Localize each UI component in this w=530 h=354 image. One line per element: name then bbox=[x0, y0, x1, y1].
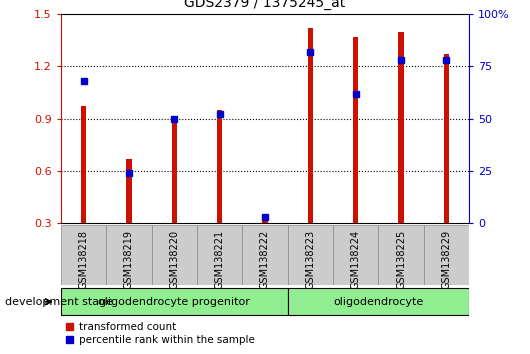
Text: GSM138225: GSM138225 bbox=[396, 230, 406, 289]
Bar bbox=[217, 110, 223, 223]
Text: GSM138219: GSM138219 bbox=[124, 230, 134, 289]
Text: development stage: development stage bbox=[5, 297, 113, 307]
Bar bbox=[444, 54, 449, 223]
Bar bbox=[307, 28, 313, 223]
Text: oligodendrocyte: oligodendrocyte bbox=[333, 297, 423, 307]
Bar bbox=[262, 217, 268, 223]
Text: GSM138222: GSM138222 bbox=[260, 230, 270, 289]
Text: GSM138224: GSM138224 bbox=[351, 230, 361, 289]
Bar bbox=[81, 107, 86, 223]
Text: GSM138220: GSM138220 bbox=[169, 230, 179, 289]
Bar bbox=[126, 159, 131, 223]
Text: GSM138223: GSM138223 bbox=[305, 230, 315, 289]
Bar bbox=[399, 32, 404, 223]
Text: GSM138218: GSM138218 bbox=[78, 230, 89, 289]
Bar bbox=[378, 225, 423, 285]
Text: GSM138229: GSM138229 bbox=[441, 230, 452, 289]
Bar bbox=[172, 119, 177, 223]
Bar bbox=[197, 225, 242, 285]
Bar bbox=[423, 225, 469, 285]
Bar bbox=[61, 288, 288, 315]
Bar bbox=[288, 225, 333, 285]
Bar bbox=[353, 37, 358, 223]
Bar bbox=[288, 288, 469, 315]
Text: GSM138221: GSM138221 bbox=[215, 230, 225, 289]
Bar bbox=[333, 225, 378, 285]
Title: GDS2379 / 1375245_at: GDS2379 / 1375245_at bbox=[184, 0, 346, 10]
Bar bbox=[107, 225, 152, 285]
Bar bbox=[242, 225, 288, 285]
Bar bbox=[152, 225, 197, 285]
Legend: transformed count, percentile rank within the sample: transformed count, percentile rank withi… bbox=[66, 322, 254, 345]
Text: oligodendrocyte progenitor: oligodendrocyte progenitor bbox=[99, 297, 250, 307]
Bar bbox=[61, 225, 107, 285]
